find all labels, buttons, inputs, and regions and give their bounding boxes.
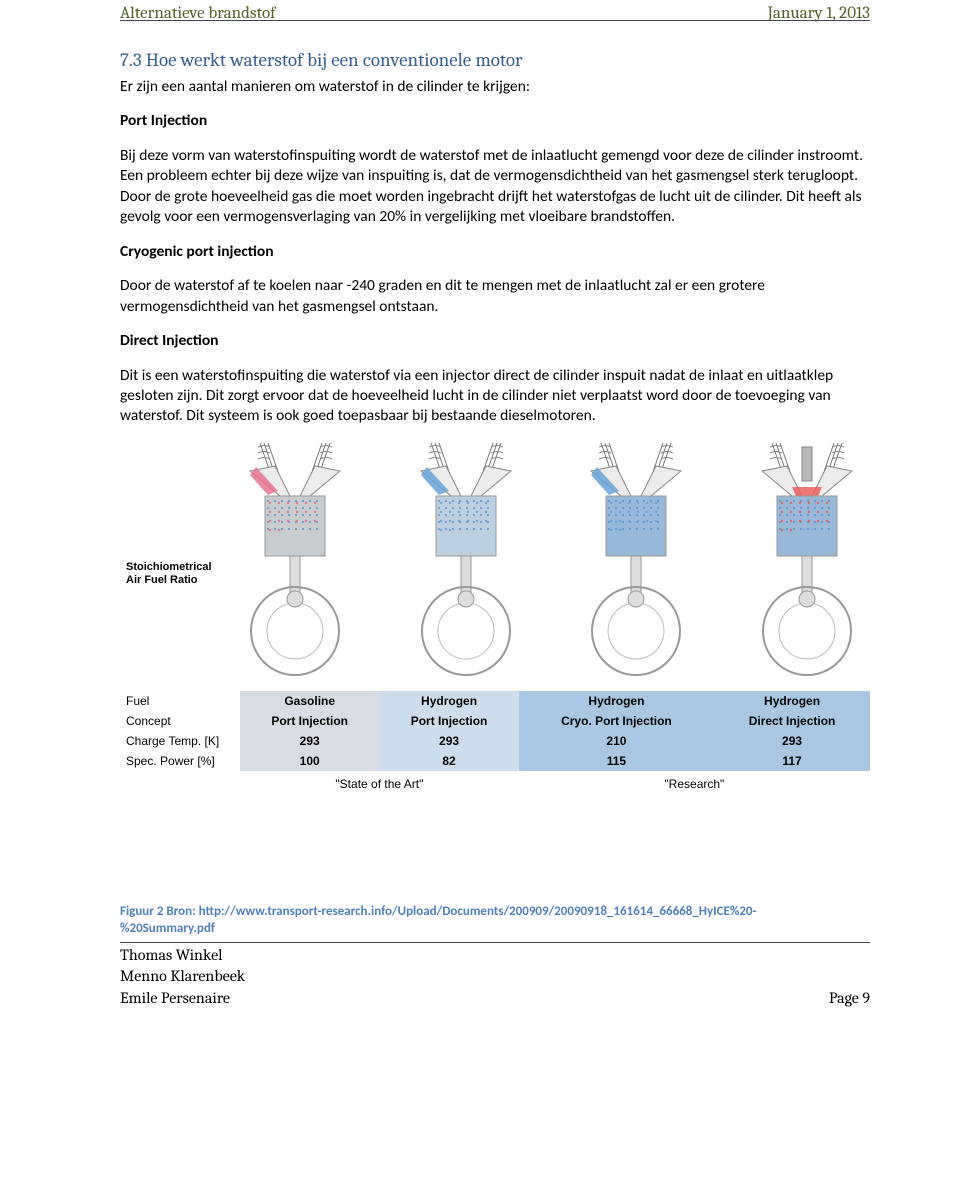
table-cell: 293 [714,731,870,751]
intro-text: Er zijn een aantal manieren om waterstof… [120,77,870,97]
state-of-art-label: "State of the Art" [240,771,519,794]
engine-diagram [391,441,521,681]
table-cell: Hydrogen [519,691,714,711]
table-row-label: Concept [120,711,240,731]
afr-line1: Stoichiometrical [126,561,212,573]
footer-rule [120,942,870,943]
table-cell: 100 [240,751,379,771]
cryo-label: Cryogenic port injection [120,242,870,262]
table-cell: Direct Injection [714,711,870,731]
table-cell: Port Injection [240,711,379,731]
engine-icon [220,441,370,681]
engine-diagram [561,441,691,681]
header-rule [120,20,870,21]
engine-icon [561,441,711,681]
table-cell: 293 [240,731,379,751]
direct-label: Direct Injection [120,331,870,351]
table-cell: Hydrogen [379,691,518,711]
diagram-table: FuelGasolineHydrogenHydrogenHydrogenConc… [120,691,870,794]
table-row-label: Charge Temp. [K] [120,731,240,751]
table-row-label: Fuel [120,691,240,711]
afr-label: Stoichiometrical Air Fuel Ratio [126,561,226,587]
table-cell: 117 [714,751,870,771]
engine-icon [732,441,882,681]
afr-line2: Air Fuel Ratio [126,574,198,586]
direct-body: Dit is een waterstofinspuiting die water… [120,366,870,427]
table-cell: Port Injection [379,711,518,731]
cryo-body: Door de waterstof af te koelen naar -240… [120,276,870,317]
port-injection-body: Bij deze vorm van waterstofinspuiting wo… [120,146,870,228]
table-cell: Hydrogen [714,691,870,711]
table-row-label: Spec. Power [%] [120,751,240,771]
figure-caption: Figuur 2 Bron: http://www.transport-rese… [120,904,760,938]
footer-name1: Thomas Winkel [120,945,870,967]
table-cell: 210 [519,731,714,751]
engine-diagram [732,441,862,681]
footer-name2: Menno Klarenbeek [120,966,870,988]
table-cell: 293 [379,731,518,751]
page-footer: Thomas Winkel Menno Klarenbeek Emile Per… [120,945,870,1010]
engine-diagram [220,441,350,681]
table-cell: 82 [379,751,518,771]
engine-figure: Stoichiometrical Air Fuel Ratio [120,441,870,794]
footer-page: Page 9 [829,988,870,1010]
footer-name3: Emile Persenaire [120,988,230,1010]
engine-icon [391,441,541,681]
table-cell: Gasoline [240,691,379,711]
table-cell: Cryo. Port Injection [519,711,714,731]
section-heading: 7.3 Hoe werkt waterstof bij een conventi… [120,49,870,71]
port-injection-label: Port Injection [120,111,870,131]
table-cell: 115 [519,751,714,771]
research-label: "Research" [519,771,870,794]
